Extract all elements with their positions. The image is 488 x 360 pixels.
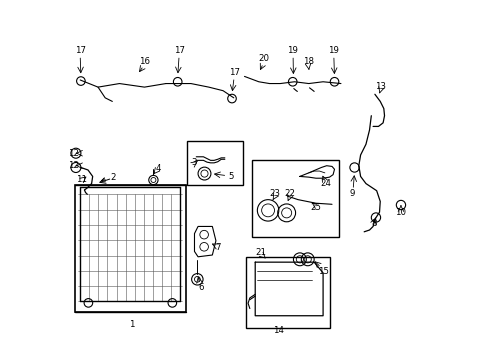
Text: 2: 2 bbox=[102, 173, 116, 182]
Bar bbox=[75, 185, 185, 312]
Text: 13: 13 bbox=[375, 82, 386, 91]
Text: 19: 19 bbox=[287, 46, 298, 55]
Text: 17: 17 bbox=[174, 46, 184, 55]
Bar bbox=[187, 141, 242, 185]
Text: 11: 11 bbox=[76, 175, 86, 184]
Text: 21: 21 bbox=[255, 248, 266, 257]
Text: 17: 17 bbox=[228, 68, 240, 77]
Text: 9: 9 bbox=[349, 189, 354, 198]
Text: 24: 24 bbox=[320, 179, 331, 188]
Text: 8: 8 bbox=[370, 220, 376, 229]
Text: 16: 16 bbox=[139, 57, 150, 66]
Text: 15: 15 bbox=[318, 267, 328, 276]
Text: 10: 10 bbox=[395, 208, 406, 217]
Text: 3: 3 bbox=[191, 158, 196, 167]
Text: 17: 17 bbox=[75, 46, 85, 55]
Text: 6: 6 bbox=[198, 283, 203, 292]
Text: 22: 22 bbox=[284, 189, 295, 198]
Text: 19: 19 bbox=[327, 46, 338, 55]
Text: 23: 23 bbox=[269, 189, 280, 198]
Text: 14: 14 bbox=[272, 326, 284, 335]
Text: 25: 25 bbox=[310, 203, 321, 212]
Text: 12: 12 bbox=[67, 161, 79, 170]
Text: 20: 20 bbox=[258, 54, 269, 63]
Text: 5: 5 bbox=[228, 172, 233, 181]
Text: 4: 4 bbox=[155, 164, 161, 173]
Polygon shape bbox=[194, 226, 216, 257]
Bar bbox=[251, 160, 339, 237]
Bar bbox=[246, 257, 329, 328]
Text: 7: 7 bbox=[215, 243, 220, 252]
Text: 1: 1 bbox=[129, 320, 135, 329]
Text: 12: 12 bbox=[67, 149, 79, 158]
Text: 18: 18 bbox=[302, 57, 313, 66]
